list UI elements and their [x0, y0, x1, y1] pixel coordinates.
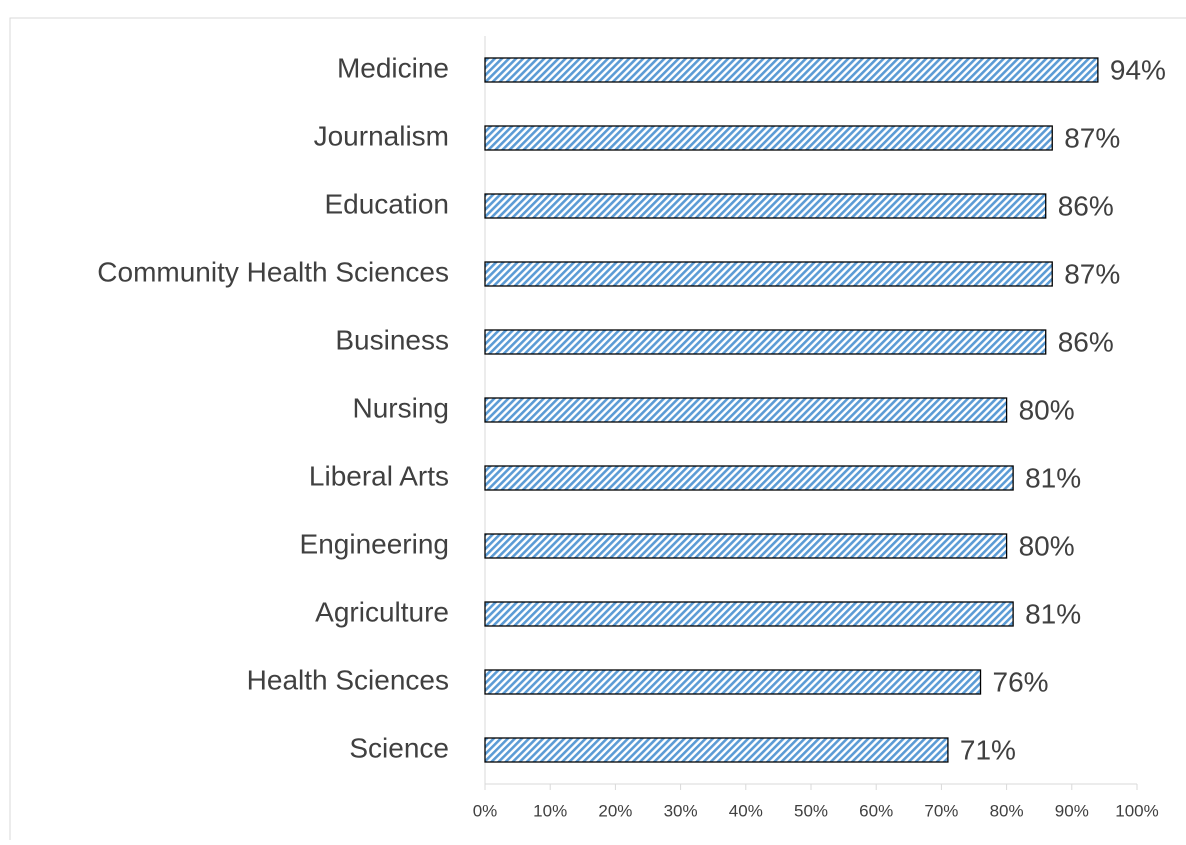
x-tick-label: 10%	[533, 801, 567, 820]
bar	[484, 57, 1099, 83]
data-label: 81%	[1025, 462, 1081, 493]
data-label: 86%	[1058, 326, 1114, 357]
x-tick-label: 40%	[729, 801, 763, 820]
bar	[484, 601, 1014, 627]
bar	[484, 737, 949, 763]
bar	[484, 261, 1053, 287]
x-tick-label: 100%	[1115, 801, 1158, 820]
y-tick-label: Community Health Sciences	[97, 256, 449, 287]
x-tick-label: 20%	[598, 801, 632, 820]
data-label: 76%	[993, 666, 1049, 697]
y-tick-label: Science	[349, 732, 449, 763]
x-tick-label: 60%	[859, 801, 893, 820]
y-tick-label: Engineering	[300, 528, 449, 559]
chart-border	[9, 17, 1186, 845]
bar	[484, 193, 1047, 219]
bar	[484, 465, 1014, 491]
x-tick-label: 80%	[990, 801, 1024, 820]
data-label: 86%	[1058, 190, 1114, 221]
y-tick-label: Medicine	[337, 52, 449, 83]
bar	[484, 329, 1047, 355]
data-label: 80%	[1019, 530, 1075, 561]
data-label: 87%	[1064, 122, 1120, 153]
x-tick-label: 50%	[794, 801, 828, 820]
data-label: 94%	[1110, 54, 1166, 85]
data-label: 80%	[1019, 394, 1075, 425]
y-tick-label: Education	[324, 188, 449, 219]
y-tick-label: Liberal Arts	[309, 460, 449, 491]
y-tick-label: Nursing	[353, 392, 449, 423]
x-tick-label: 0%	[473, 801, 498, 820]
x-tick-label: 70%	[924, 801, 958, 820]
x-tick-label: 90%	[1055, 801, 1089, 820]
bar	[484, 397, 1008, 423]
bar	[484, 533, 1008, 559]
y-tick-label: Health Sciences	[247, 664, 449, 695]
x-tick-label: 30%	[664, 801, 698, 820]
data-label: 81%	[1025, 598, 1081, 629]
bar	[484, 125, 1053, 151]
data-label: 87%	[1064, 258, 1120, 289]
data-label: 71%	[960, 734, 1016, 765]
bar	[484, 669, 982, 695]
y-tick-label: Business	[335, 324, 449, 355]
y-tick-label: Agriculture	[315, 596, 449, 627]
y-tick-label: Journalism	[314, 120, 449, 151]
